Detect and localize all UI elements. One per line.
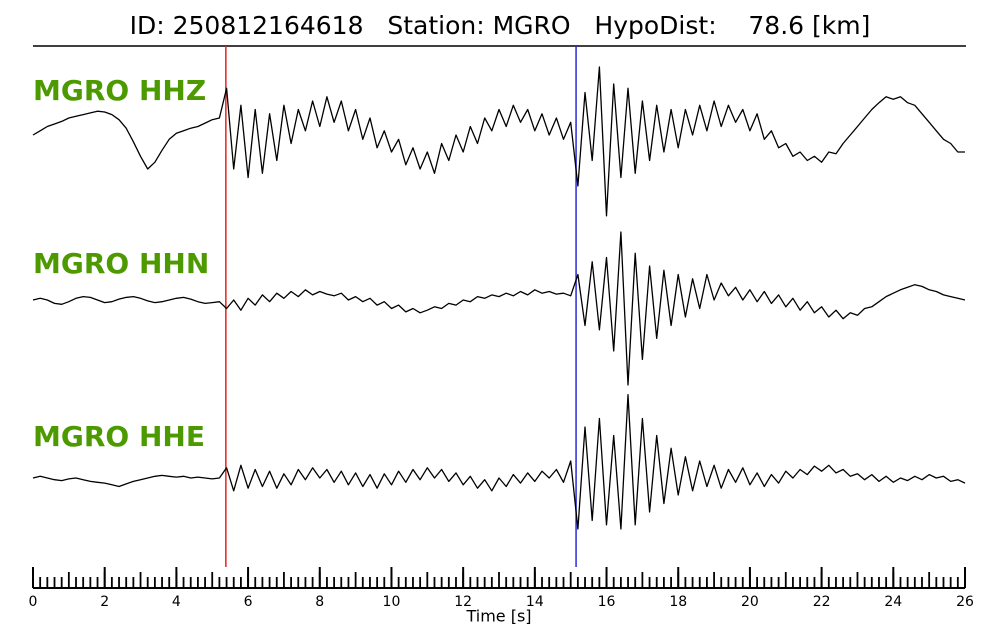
- x-tick-label: 20: [741, 594, 759, 610]
- x-tick-label: 10: [383, 594, 401, 610]
- waveform: [32, 66, 965, 217]
- x-tick-label: 16: [598, 594, 616, 610]
- x-tick-label: 18: [669, 594, 687, 610]
- x-tick-label: 2: [100, 594, 109, 610]
- x-axis-label: Time [s]: [465, 607, 531, 626]
- x-tick-label: 6: [244, 594, 253, 610]
- trace-label: MGRO HHZ: [33, 74, 206, 107]
- trace-label: MGRO HHE: [33, 420, 205, 453]
- waveform: [32, 231, 966, 386]
- waveform: [32, 394, 966, 530]
- trace-label: MGRO HHN: [33, 247, 209, 280]
- x-tick-label: 12: [454, 594, 472, 610]
- x-tick-label: 22: [813, 594, 831, 610]
- x-tick-label: 26: [956, 594, 974, 610]
- chart-title: ID: 250812164618 Station: MGRO HypoDist:…: [130, 11, 871, 40]
- x-tick-label: 8: [315, 594, 324, 610]
- x-tick-label: 24: [884, 594, 902, 610]
- x-tick-label: 4: [172, 594, 181, 610]
- x-tick-label: 0: [29, 594, 38, 610]
- x-tick-label: 14: [526, 594, 544, 610]
